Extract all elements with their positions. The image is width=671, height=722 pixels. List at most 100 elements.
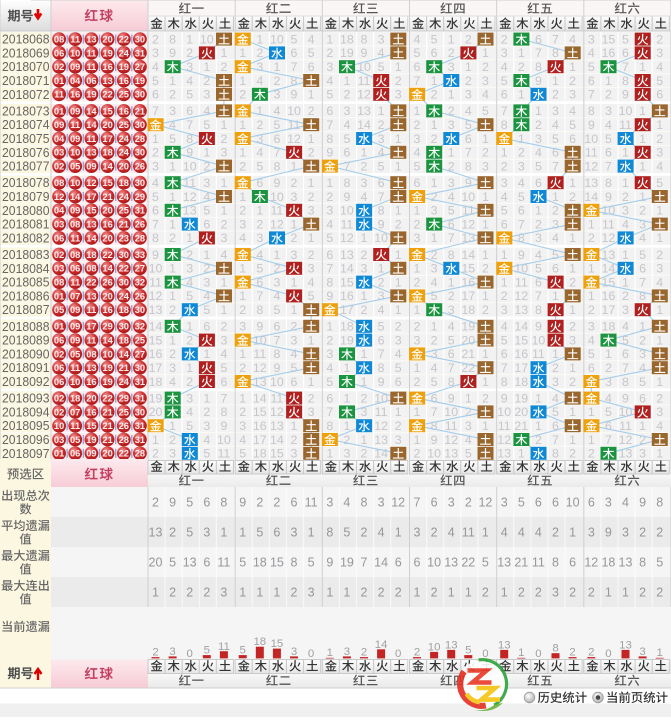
svg-text:13: 13 [270, 419, 284, 433]
svg-text:9: 9 [465, 176, 472, 190]
svg-text:11: 11 [498, 419, 511, 433]
svg-text:8: 8 [186, 132, 193, 146]
svg-text:12: 12 [54, 192, 64, 202]
svg-text:2: 2 [308, 190, 315, 204]
svg-text:3: 3 [256, 132, 263, 146]
svg-text:2: 2 [239, 405, 246, 419]
svg-text:2: 2 [308, 104, 315, 118]
svg-text:6: 6 [186, 104, 193, 118]
svg-text:3: 3 [448, 60, 455, 74]
svg-text:10: 10 [54, 421, 64, 431]
svg-text:2: 2 [169, 231, 176, 245]
svg-text:1: 1 [482, 132, 489, 146]
svg-text:16: 16 [340, 289, 354, 303]
svg-text:2: 2 [518, 60, 525, 74]
svg-text:2: 2 [273, 262, 280, 276]
svg-text:2: 2 [308, 391, 315, 405]
svg-text:3: 3 [465, 88, 472, 102]
svg-text:6: 6 [588, 361, 595, 375]
svg-text:1: 1 [569, 262, 576, 276]
svg-text:24: 24 [119, 134, 130, 144]
svg-text:2: 2 [465, 74, 472, 88]
svg-text:23: 23 [119, 233, 129, 243]
svg-text:03: 03 [54, 264, 64, 274]
svg-text:7: 7 [326, 118, 333, 132]
svg-text:8: 8 [656, 496, 663, 510]
svg-text:2: 2 [656, 391, 663, 405]
svg-text:01: 01 [54, 106, 64, 116]
svg-text:5: 5 [169, 132, 176, 146]
svg-text:3: 3 [152, 159, 159, 173]
svg-text:2018083: 2018083 [2, 247, 50, 262]
svg-text:1: 1 [552, 190, 559, 204]
svg-text:6: 6 [605, 146, 612, 160]
svg-text:1: 1 [291, 275, 298, 289]
svg-text:5: 5 [204, 645, 210, 657]
svg-text:6: 6 [431, 391, 438, 405]
svg-text:2: 2 [239, 303, 246, 317]
svg-text:20: 20 [102, 35, 112, 45]
svg-text:6: 6 [588, 496, 595, 510]
svg-text:21: 21 [102, 192, 112, 202]
svg-text:2: 2 [256, 46, 263, 60]
svg-text:2: 2 [448, 159, 455, 173]
svg-text:5: 5 [220, 361, 227, 375]
svg-text:2018076: 2018076 [2, 145, 50, 160]
svg-text:6: 6 [220, 375, 227, 389]
svg-text:09: 09 [70, 336, 80, 346]
svg-text:21: 21 [119, 363, 129, 373]
svg-text:3: 3 [186, 391, 193, 405]
svg-text:1: 1 [501, 586, 508, 600]
svg-text:2: 2 [518, 586, 525, 600]
svg-text:03: 03 [54, 148, 64, 158]
svg-text:7: 7 [273, 333, 280, 347]
svg-text:1: 1 [308, 231, 315, 245]
svg-text:8: 8 [552, 556, 559, 570]
svg-text:5: 5 [656, 176, 663, 190]
svg-text:18: 18 [601, 556, 615, 570]
svg-text:1: 1 [343, 391, 350, 405]
svg-text:14: 14 [119, 349, 130, 359]
svg-text:1: 1 [220, 46, 227, 60]
svg-text:7: 7 [152, 104, 159, 118]
svg-text:3: 3 [378, 132, 385, 146]
svg-text:1: 1 [448, 586, 455, 600]
svg-text:6: 6 [535, 275, 542, 289]
svg-text:1: 1 [414, 262, 421, 276]
svg-text:1: 1 [239, 289, 246, 303]
svg-text:2: 2 [169, 347, 176, 361]
svg-text:2: 2 [152, 146, 159, 160]
svg-text:22: 22 [102, 90, 112, 100]
svg-text:5: 5 [656, 556, 663, 570]
svg-text:22: 22 [102, 394, 112, 404]
svg-text:5: 5 [186, 526, 193, 540]
svg-text:2: 2 [308, 146, 315, 160]
svg-text:9: 9 [622, 391, 629, 405]
svg-text:1: 1 [605, 74, 612, 88]
svg-text:6: 6 [552, 496, 559, 510]
svg-text:5: 5 [552, 248, 559, 262]
svg-text:12: 12 [270, 405, 284, 419]
svg-text:2: 2 [203, 159, 210, 173]
svg-text:2: 2 [291, 176, 298, 190]
svg-text:1: 1 [588, 433, 595, 447]
svg-text:9: 9 [605, 190, 612, 204]
svg-text:3: 3 [569, 333, 576, 347]
svg-text:2: 2 [448, 289, 455, 303]
svg-text:2018072: 2018072 [2, 87, 50, 102]
svg-text:1: 1 [239, 118, 246, 132]
svg-text:3: 3 [605, 496, 612, 510]
svg-text:1: 1 [656, 118, 663, 132]
svg-text:1: 1 [552, 74, 559, 88]
svg-text:16: 16 [514, 347, 528, 361]
svg-text:14: 14 [102, 162, 113, 172]
svg-text:10: 10 [217, 433, 231, 447]
svg-text:2: 2 [465, 496, 472, 510]
svg-text:1: 1 [431, 231, 438, 245]
svg-text:2: 2 [535, 217, 542, 231]
svg-text:5: 5 [518, 496, 525, 510]
svg-text:3: 3 [605, 375, 612, 389]
svg-text:4: 4 [605, 118, 612, 132]
svg-text:1: 1 [639, 60, 646, 74]
svg-text:9: 9 [605, 526, 612, 540]
